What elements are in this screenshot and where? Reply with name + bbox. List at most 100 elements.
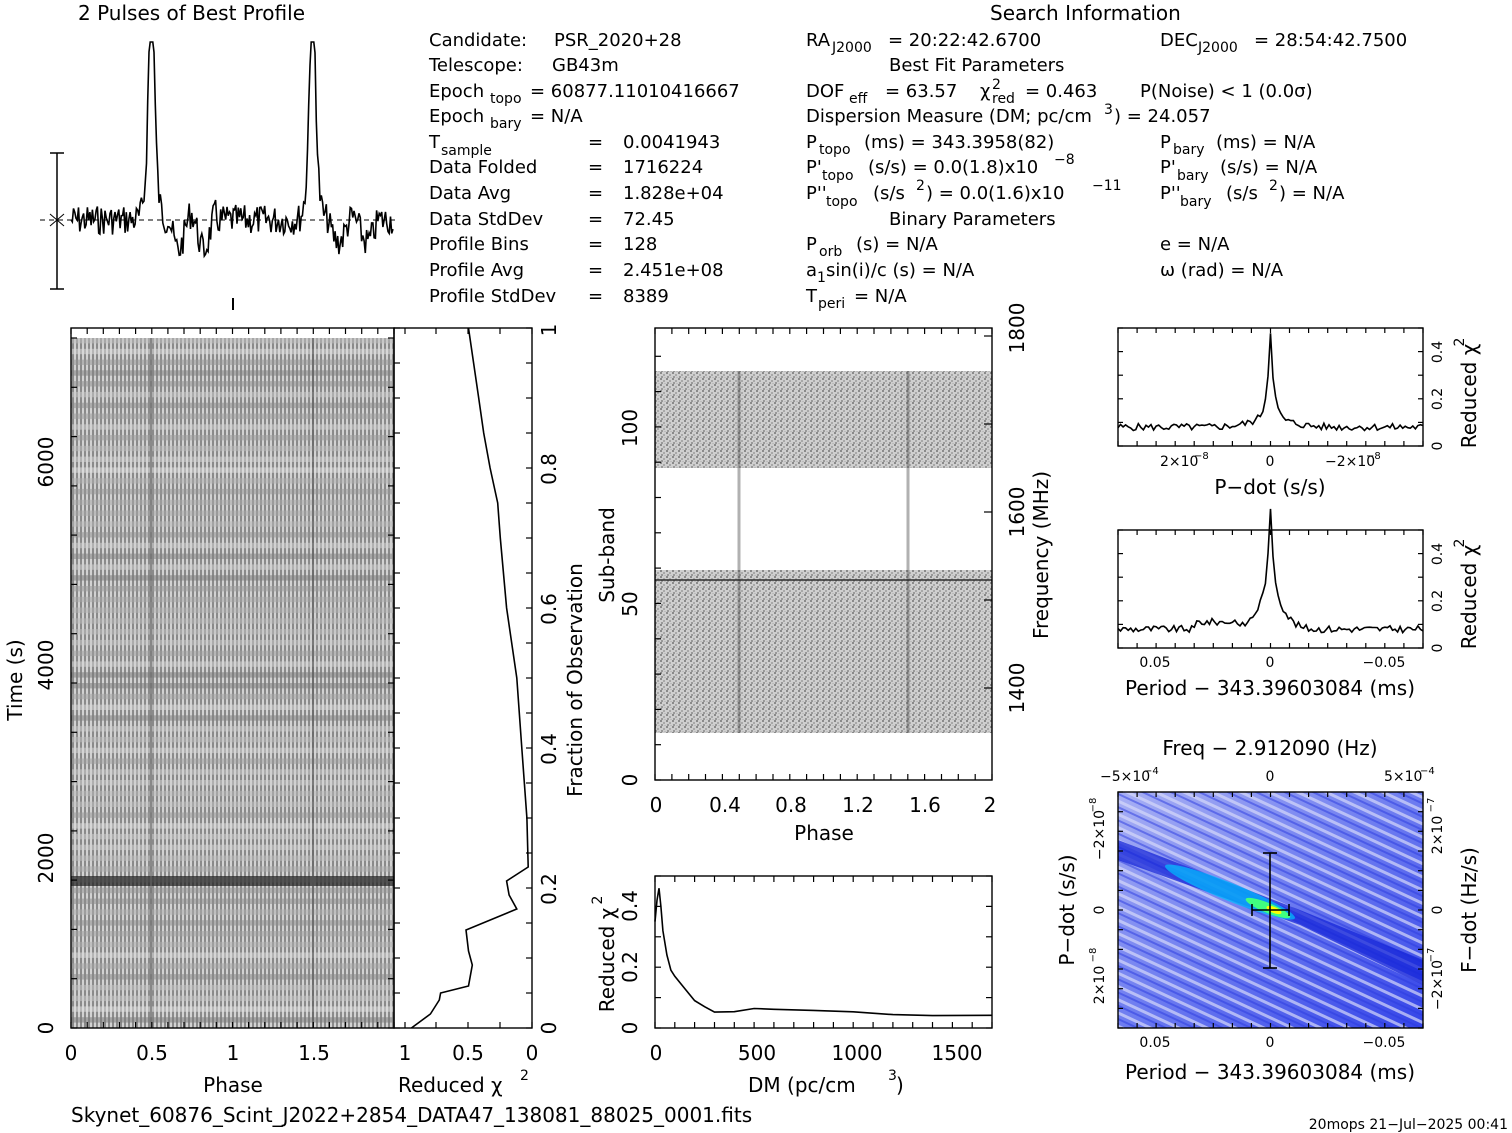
period-ylabel: Reduced χ	[1457, 545, 1481, 650]
dof-sub: eff	[849, 91, 868, 107]
pddbary-label: P''	[1160, 183, 1181, 204]
ppd-ylabel: P−dot (s/s)	[1055, 854, 1079, 965]
time-phase-row	[71, 499, 394, 506]
data-folded-equals: =	[588, 157, 603, 178]
time-phase-row	[71, 747, 394, 754]
tchi-ytick-5: 1	[537, 324, 561, 337]
ppd-y2tick-1: 0	[1430, 906, 1446, 915]
sb-xtick-4: 1.6	[909, 793, 941, 817]
period-xtick-2: −0.05	[1363, 655, 1406, 671]
dm-panel: 0 500 1000 1500 DM (pc/cm 3 ) 0 0.2 0.4 …	[590, 875, 993, 1097]
pddtopo-value: (s/s	[873, 183, 905, 204]
time-phase-row	[71, 456, 394, 462]
pbary-value: (ms) = N/A	[1216, 132, 1316, 153]
ppd-xtick-2: −0.05	[1363, 1035, 1406, 1051]
epoch-topo-value: = 60877.11010416667	[530, 81, 740, 102]
dm-xtick-2: 1000	[832, 1041, 883, 1065]
tp-ytick-0: 0	[34, 1022, 58, 1035]
time-phase-row	[71, 887, 394, 894]
sb-ylabel: Sub-band	[595, 507, 619, 603]
time-phase-row	[71, 823, 394, 829]
pdbary-label: P'	[1160, 157, 1176, 178]
time-phase-row	[71, 704, 394, 710]
time-phase-row	[71, 413, 394, 419]
data-folded-value: 1716224	[623, 157, 703, 178]
chi2-sup: 2	[992, 77, 1001, 93]
time-phase-row	[71, 381, 394, 387]
tsample-value: 0.0041943	[623, 132, 720, 153]
ppd-toptick-0-exp: −4	[1144, 766, 1159, 777]
time-phase-ticks	[70, 328, 395, 1029]
period-curve	[1117, 508, 1424, 635]
time-phase-row	[71, 812, 394, 818]
profile-avg-value: 2.451e+08	[623, 260, 724, 281]
data-folded-label: Data Folded	[429, 157, 537, 178]
pdot-ticks	[1117, 327, 1424, 447]
profile-bins-label: Profile Bins	[429, 234, 529, 255]
dm-xtick-3: 1500	[932, 1041, 983, 1065]
profile-stddev-equals: =	[588, 286, 603, 307]
sb-xtick-5: 2	[984, 793, 997, 817]
ppd-toptick-2: 5×10	[1384, 769, 1422, 785]
asini-label: a	[806, 260, 817, 281]
time-phase-row	[71, 1017, 394, 1023]
ppd-crosshair	[1251, 852, 1290, 969]
time-phase-row	[71, 909, 394, 915]
data-avg-label: Data Avg	[429, 183, 511, 204]
pddtopo-sup: 2	[916, 178, 925, 194]
time-phase-row	[71, 435, 394, 441]
tp-xtick-2: 1	[227, 1041, 240, 1065]
time-phase-row	[71, 596, 394, 603]
time-phase-row	[71, 736, 394, 743]
chi2-value: = 0.463	[1025, 81, 1097, 102]
profile-avg-label: Profile Avg	[429, 260, 524, 281]
dec-value: = 28:54:42.7500	[1254, 30, 1407, 51]
time-phase-row	[71, 866, 394, 872]
tp-xlabel: Phase	[203, 1073, 263, 1097]
time-phase-row	[71, 844, 394, 851]
time-phase-row	[71, 348, 394, 355]
ppd-y2tick-0: −2×10	[1430, 960, 1446, 1010]
data-avg-equals: =	[588, 183, 603, 204]
dm-xlabel: DM (pc/cm	[748, 1073, 856, 1097]
profile-title: 2 Pulses of Best Profile	[78, 1, 305, 25]
chi2-label: χ	[980, 81, 990, 102]
time-phase-panel: 0 0.5 1 1.5 Phase 0 2000 4000 6000 Time …	[3, 327, 395, 1097]
ppd-xtick-1: 0	[1266, 1035, 1275, 1051]
candidate-value: PSR_2020+28	[554, 30, 682, 51]
dm-ticks	[654, 875, 993, 1029]
ppd-toptick-2-exp: −4	[1420, 766, 1435, 777]
dm-ytick-1: 0.2	[618, 951, 642, 983]
pp-dot-panel: Freq − 2.912090 (Hz) −5×10 −4 0 5×10 −4 …	[1055, 736, 1481, 1084]
ra-value: = 20:22:42.6700	[888, 30, 1041, 51]
sb-y2label: Frequency (MHz)	[1029, 471, 1053, 639]
tp-ylabel: Time (s)	[3, 639, 27, 721]
tp-xtick-3: 1.5	[298, 1041, 330, 1065]
search-info-block: RA J2000 = 20:22:42.6700 DEC J2000 = 28:…	[805, 30, 1407, 312]
time-phase-row	[71, 931, 394, 937]
dm-ytick-2: 0.4	[618, 890, 642, 922]
time-phase-row	[71, 478, 394, 484]
dm-ylabel-sup: 2	[590, 896, 606, 905]
sb-xtick-1: 0.4	[709, 793, 741, 817]
asini-sub: 1	[817, 270, 826, 286]
dm-xlabel-tail: )	[896, 1073, 904, 1097]
time-phase-row	[71, 661, 394, 667]
dm-ytick-0: 0	[618, 1022, 642, 1035]
footer-filename: Skynet_60876_Scint_J2022+2854_DATA47_138…	[71, 1103, 752, 1127]
pdtopo-exp: −8	[1054, 152, 1075, 168]
time-phase-row	[71, 564, 394, 570]
time-phase-row	[71, 607, 394, 613]
pddbary-sup: 2	[1269, 178, 1278, 194]
pdot-xlabel: P−dot (s/s)	[1214, 475, 1325, 499]
dm-value: ) = 24.057	[1114, 106, 1211, 127]
tperi-label: T	[805, 286, 818, 307]
pddtopo-value2: ) = 0.0(1.6)x10	[926, 183, 1064, 204]
profile-stddev-value: 8389	[623, 286, 669, 307]
dm-xtick-1: 500	[738, 1041, 776, 1065]
profile-stddev-label: Profile StdDev	[429, 286, 557, 307]
period-ytick-1: 0.2	[1430, 590, 1446, 612]
time-phase-row	[71, 618, 394, 624]
dm-xtick-0: 0	[650, 1041, 663, 1065]
pdot-xtick-2: −2×10	[1325, 454, 1375, 470]
